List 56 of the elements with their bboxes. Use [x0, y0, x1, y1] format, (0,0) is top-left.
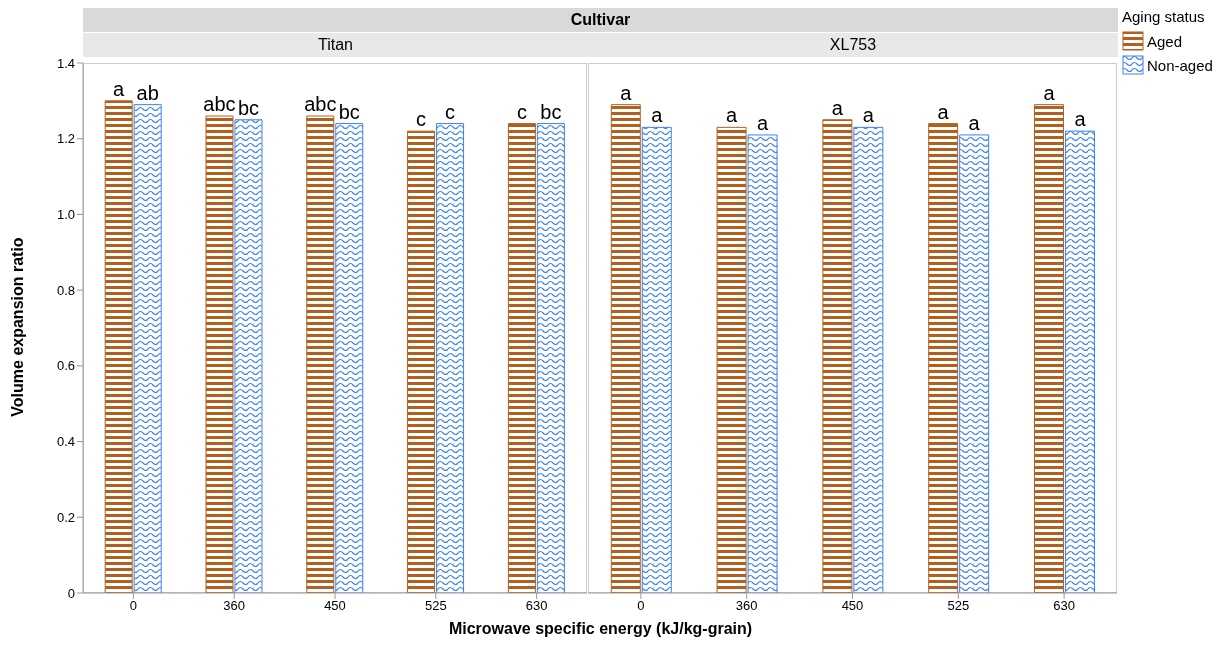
x-tick-label: 360: [223, 598, 246, 614]
y-tick-label: 1.4: [56, 55, 75, 71]
bar: [234, 119, 263, 593]
data-label: a: [113, 77, 126, 100]
x-tick-label: 630: [1053, 598, 1075, 614]
bar: [306, 115, 335, 593]
y-tick-label: 0: [67, 585, 75, 601]
y-tick-label: 0.8: [56, 282, 75, 298]
y-axis-title: Volume expansion ratio: [9, 236, 27, 419]
x-tick-label: 630: [525, 598, 548, 614]
legend-title: Aging status: [1122, 8, 1206, 25]
bar: [407, 130, 436, 593]
x-tick-label: 525: [424, 598, 447, 614]
x-tick-label: 450: [841, 598, 864, 614]
y-tick-label: 0.6: [56, 358, 75, 374]
chart-title: XL753: [588, 33, 1118, 57]
data-label: a: [937, 100, 950, 123]
data-label: bc: [540, 100, 562, 123]
data-label: c: [516, 100, 527, 123]
data-label: ab: [136, 81, 159, 104]
chart-subtitle: Cultivar: [83, 8, 1118, 32]
bar: [205, 115, 234, 593]
y-tick-label: 1.2: [56, 131, 75, 147]
text: Non-aged: [1147, 56, 1213, 74]
x-tick-label: 525: [947, 598, 970, 614]
data-label: a: [1074, 108, 1087, 131]
data-label: a: [651, 104, 664, 127]
text: Aged: [1147, 32, 1183, 50]
data-label: c: [416, 108, 427, 131]
x-tick-label: 450: [324, 598, 346, 614]
data-label: a: [831, 96, 844, 119]
data-label: a: [1043, 81, 1056, 104]
x-tick-label: 0: [129, 598, 138, 614]
bar: [536, 123, 565, 593]
data-label: a: [620, 81, 633, 104]
x-axis-title: Microwave specific energy (kJ/kg-grain): [447, 620, 754, 638]
data-label: bc: [237, 96, 260, 119]
y-tick-label: 0.4: [56, 434, 75, 450]
data-label: bc: [338, 100, 360, 123]
data-label: a: [968, 111, 981, 134]
data-label: c: [445, 100, 456, 123]
bar: [507, 123, 536, 593]
data-label: abc: [304, 93, 337, 115]
bar: [104, 100, 133, 593]
bar: [133, 104, 162, 593]
data-label: abc: [203, 93, 236, 115]
bar: [436, 123, 465, 593]
x-tick-label: 360: [735, 598, 758, 614]
y-tick-label: 0.2: [56, 509, 75, 525]
data-label: a: [862, 104, 875, 127]
chart-title: Titan: [83, 33, 588, 57]
data-label: a: [757, 111, 770, 134]
x-tick-label: 0: [637, 598, 645, 614]
bar: [335, 123, 364, 593]
y-tick-label: 1.0: [56, 207, 75, 223]
data-label: a: [726, 104, 739, 127]
